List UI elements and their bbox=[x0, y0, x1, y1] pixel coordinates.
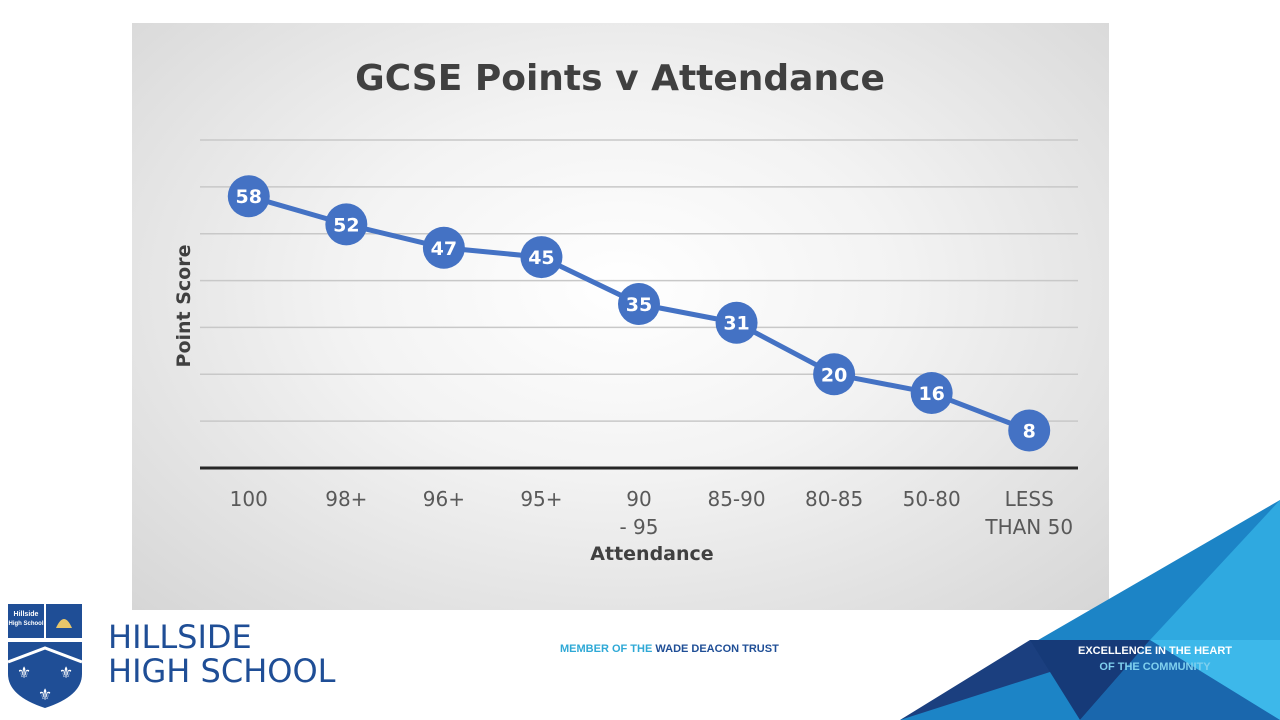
school-name-line1: HILLSIDE bbox=[108, 618, 252, 656]
data-label: 58 bbox=[236, 186, 262, 208]
data-label: 20 bbox=[821, 364, 847, 386]
data-label: 47 bbox=[431, 238, 457, 260]
motto-line1: EXCELLENCE IN THE HEART bbox=[1077, 645, 1232, 657]
x-axis-title: Attendance bbox=[590, 543, 713, 565]
data-label: 45 bbox=[528, 247, 554, 269]
logo-text-line2: High School bbox=[9, 621, 44, 627]
data-point-marker bbox=[1008, 409, 1051, 452]
chart-title: GCSE Points v Attendance bbox=[355, 58, 885, 99]
data-point: 8 bbox=[1008, 409, 1051, 452]
data-point-marker bbox=[715, 301, 758, 344]
data-label: 8 bbox=[1023, 421, 1036, 443]
trust-name: WADE DEACON TRUST bbox=[655, 643, 779, 655]
fleur-de-lis-icon: ⚜ bbox=[59, 663, 73, 682]
fleur-de-lis-icon: ⚜ bbox=[38, 685, 52, 704]
data-point-marker bbox=[325, 203, 368, 246]
motto-line2: OF THE COMMUNITY bbox=[1099, 661, 1211, 673]
data-points: 58 52 47 45 35 31 20 16 8 bbox=[227, 175, 1051, 452]
x-tick-label: 98+ bbox=[325, 487, 367, 511]
logo-name-block bbox=[8, 604, 44, 638]
school-crest-logo: Hillside High School ⚜ ⚜ ⚜ bbox=[8, 604, 82, 708]
triangle-shape bbox=[1030, 640, 1150, 720]
x-tick-label: 90- 95 bbox=[619, 487, 658, 539]
data-point-marker bbox=[520, 236, 563, 279]
data-point: 45 bbox=[520, 236, 563, 279]
data-point-marker bbox=[227, 175, 270, 218]
corner-triangle-graphic bbox=[900, 500, 1280, 720]
trust-membership: MEMBER OF THE WADE DEACON TRUST bbox=[560, 643, 779, 655]
triangle-shape bbox=[1080, 640, 1280, 720]
x-tick-label: 96+ bbox=[423, 487, 465, 511]
x-tick-label: 95+ bbox=[520, 487, 562, 511]
data-point: 35 bbox=[618, 283, 660, 325]
x-tick-label: 80-85 bbox=[805, 487, 863, 511]
data-label: 31 bbox=[723, 313, 749, 335]
school-motto: EXCELLENCE IN THE HEART OF THE COMMUNITY bbox=[1060, 643, 1250, 675]
x-tick-labels: 100 98+ 96+ 95+ 90- 95 85-90 80-85 50-80 LESS THA… bbox=[230, 487, 1073, 539]
trust-prefix: MEMBER OF THE bbox=[560, 643, 653, 655]
shield-icon bbox=[8, 642, 82, 708]
data-label: 35 bbox=[626, 294, 652, 316]
x-tick-label: 50-80 bbox=[903, 487, 961, 511]
chart-panel: GCSE Points v Attendance 100 98+ 96+ 95+ 90-… bbox=[132, 23, 1109, 610]
x-tick-label: LESS THAN 50 bbox=[984, 487, 1073, 539]
chevron-icon bbox=[8, 646, 82, 664]
data-point-marker bbox=[618, 283, 660, 325]
fleur-de-lis-icon: ⚜ bbox=[17, 663, 31, 682]
data-point-marker bbox=[910, 372, 953, 415]
data-point-marker bbox=[813, 353, 856, 396]
line-chart: GCSE Points v Attendance 100 98+ 96+ 95+ 90-… bbox=[173, 58, 1078, 565]
bell-icon bbox=[56, 619, 72, 628]
logo-text-line1: Hillside bbox=[14, 611, 39, 618]
data-point: 52 bbox=[325, 203, 368, 246]
x-tick-label: 85-90 bbox=[707, 487, 765, 511]
data-point: 20 bbox=[813, 353, 856, 396]
data-label: 52 bbox=[333, 214, 359, 236]
triangle-shape bbox=[1150, 500, 1280, 640]
data-point: 47 bbox=[422, 226, 465, 269]
y-axis-title: Point Score bbox=[173, 245, 195, 368]
data-point: 31 bbox=[715, 301, 758, 344]
data-point: 58 bbox=[227, 175, 270, 218]
data-point-marker bbox=[422, 226, 465, 269]
x-tick-label: 100 bbox=[230, 487, 268, 511]
data-point: 16 bbox=[910, 372, 953, 415]
data-label: 16 bbox=[918, 383, 944, 405]
school-name: HILLSIDE HIGH SCHOOL bbox=[108, 620, 335, 688]
school-name-line2: HIGH SCHOOL bbox=[108, 652, 336, 690]
